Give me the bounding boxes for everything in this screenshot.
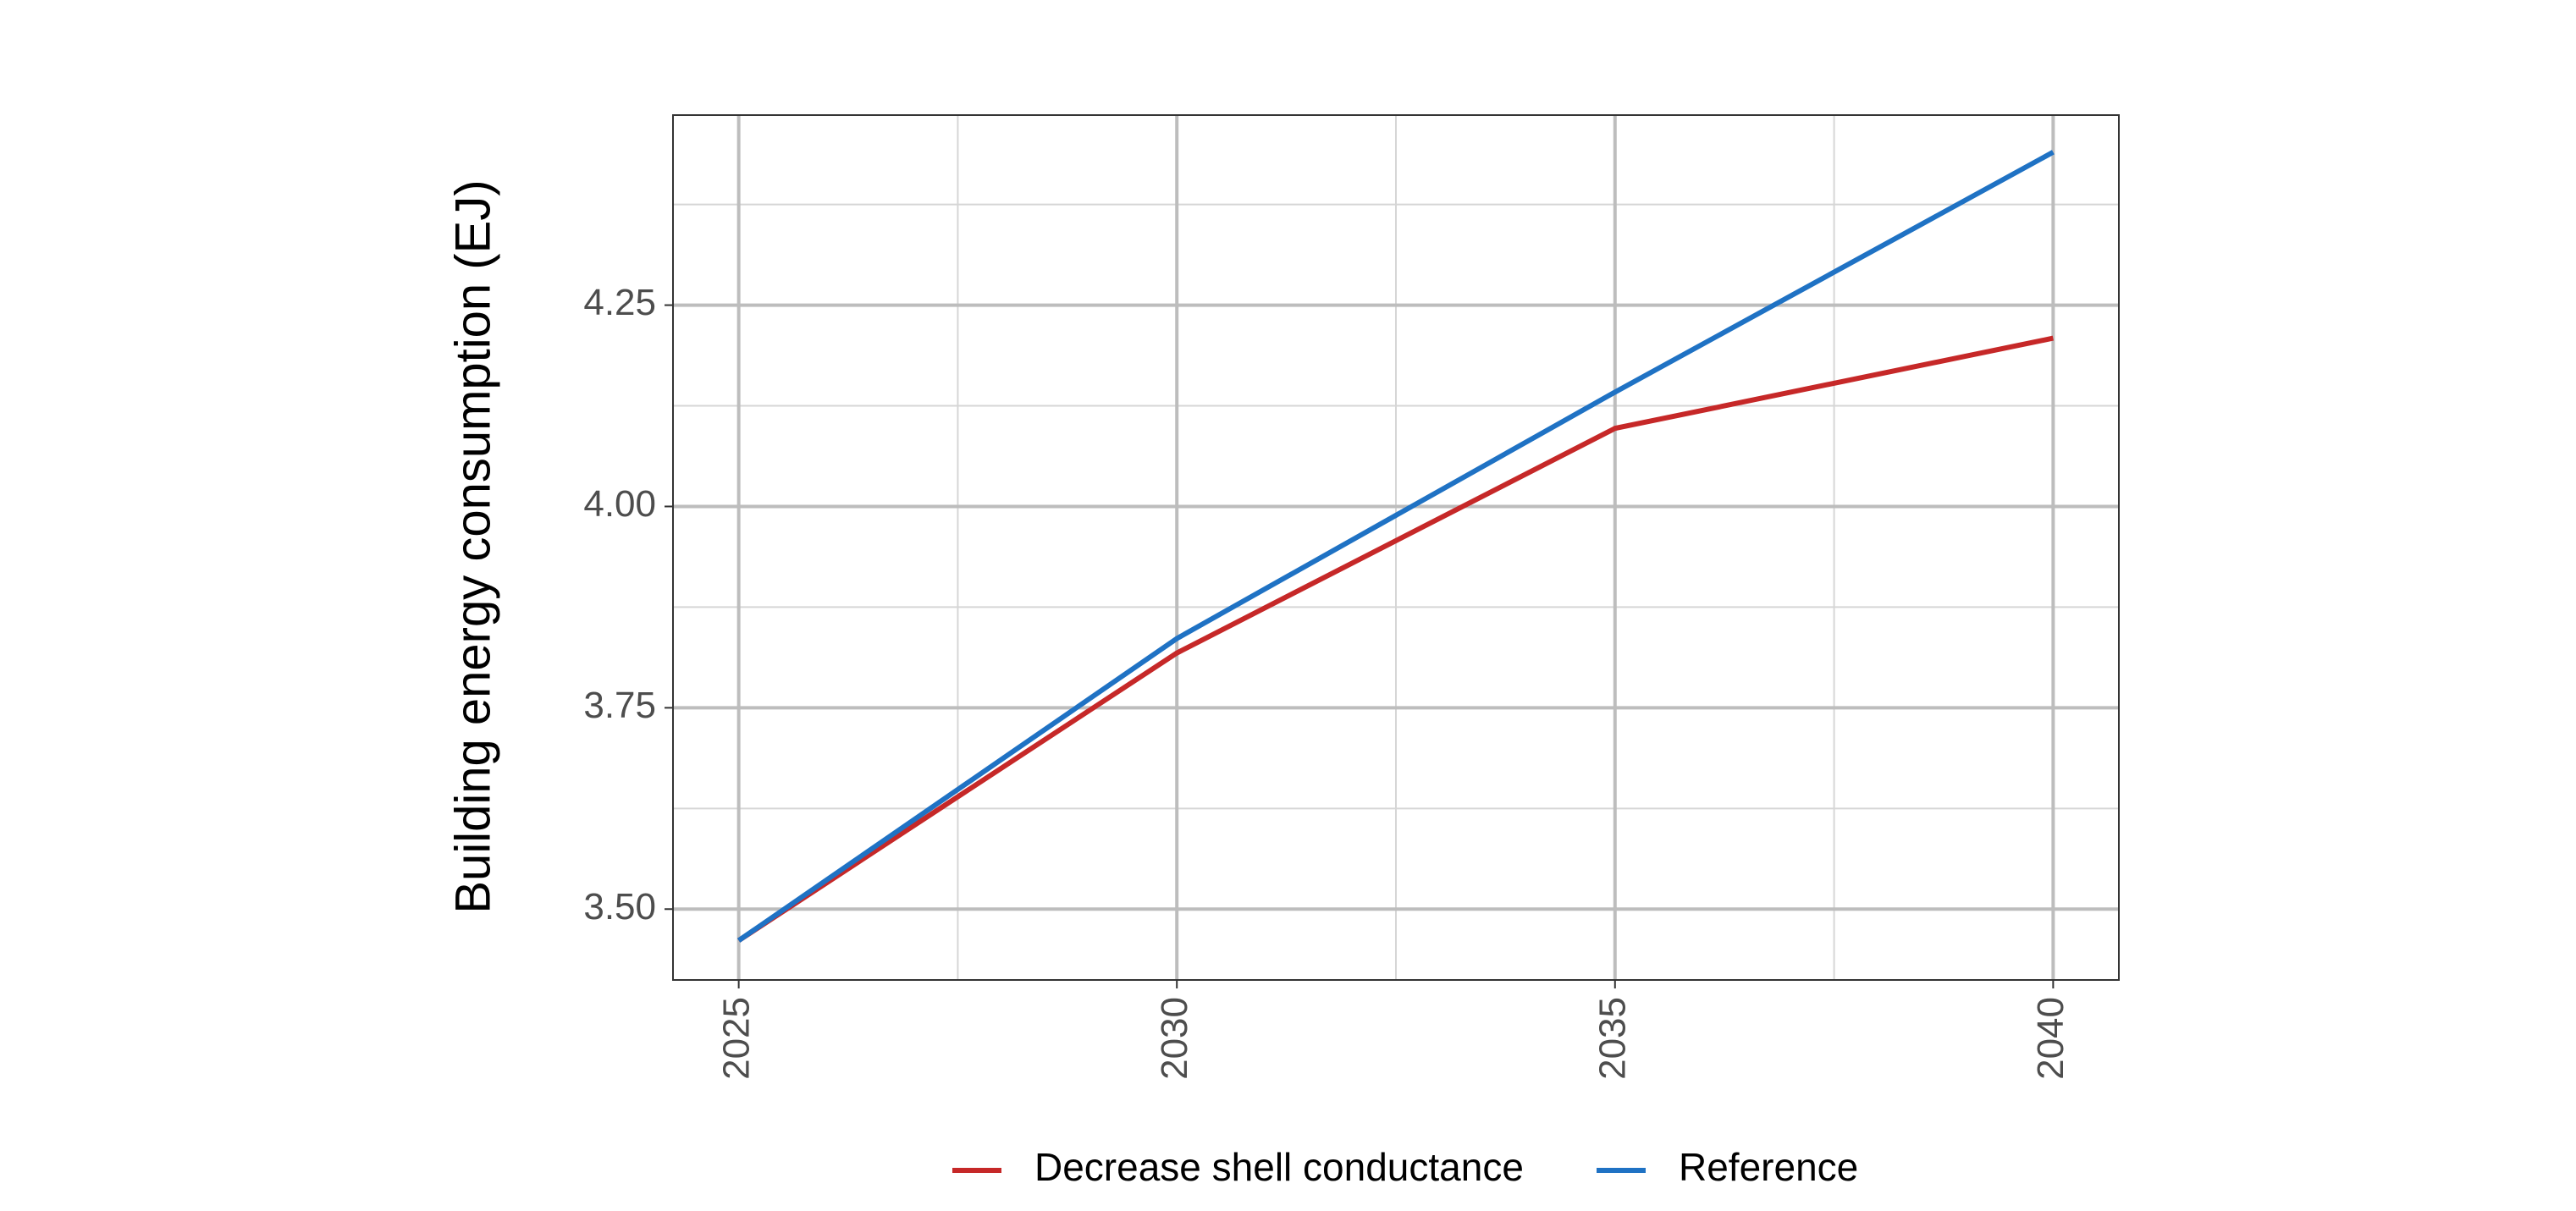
x-tick-label: 2040 bbox=[2030, 997, 2071, 1080]
y-tick-label: 3.75 bbox=[583, 685, 656, 726]
plot-border bbox=[672, 114, 2120, 981]
series-line bbox=[736, 335, 2054, 943]
legend-label: Decrease shell conductance bbox=[1034, 1145, 1524, 1189]
legend-label: Reference bbox=[1679, 1145, 1858, 1189]
y-tick-label: 3.50 bbox=[583, 886, 656, 928]
series-line bbox=[736, 150, 2055, 943]
x-tick-label: 2030 bbox=[1154, 997, 1195, 1080]
y-tick-label: 4.25 bbox=[583, 282, 656, 323]
y-axis-title: Building energy consumption (EJ) bbox=[445, 179, 500, 913]
y-tick-label: 4.00 bbox=[583, 483, 656, 525]
x-tick-label: 2025 bbox=[715, 997, 757, 1080]
x-tick-label: 2035 bbox=[1591, 997, 1633, 1080]
